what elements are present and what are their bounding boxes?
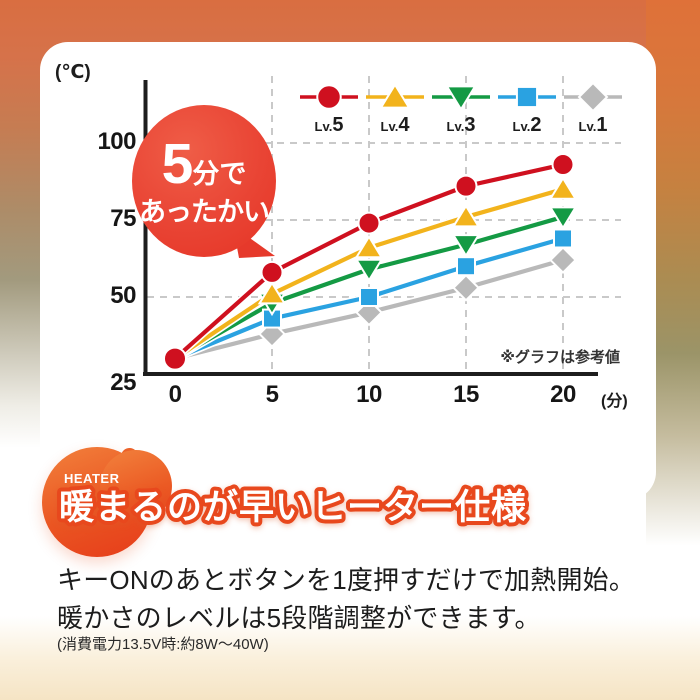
bubble-line-1: 5 分で <box>162 136 247 193</box>
square-marker <box>553 228 573 249</box>
diamond-marker <box>549 246 577 274</box>
circle-marker <box>316 84 342 110</box>
line-chart <box>143 76 621 376</box>
legend-marker-icon <box>564 83 622 113</box>
chart-legend: Lv. 5 Lv. 4 Lv. 3 Lv. 2 Lv. 1 <box>296 83 626 137</box>
diamond-marker <box>452 273 480 302</box>
x-tick-label-5: 5 <box>265 381 279 408</box>
y-tick-label-75: 75 <box>110 205 136 232</box>
triangle-down-marker <box>354 258 384 283</box>
x-tick-label-15: 15 <box>453 381 479 408</box>
body-text-line-2: 暖かさのレベルは5段階調整ができます。 <box>57 603 541 633</box>
triangle-down-marker <box>548 206 578 230</box>
square-marker <box>515 85 539 109</box>
legend-marker-icon <box>498 85 556 109</box>
legend-label: Lv. 2 <box>512 114 542 136</box>
triangle-up-marker <box>354 234 384 259</box>
section-heading: 暖まるのが早いヒーター仕様 <box>56 484 530 531</box>
triangle-up-marker <box>379 83 411 109</box>
chart-card <box>40 42 656 500</box>
legend-marker-icon <box>366 83 424 109</box>
section-heading-text: 暖まるのが早いヒーター仕様 <box>59 488 527 527</box>
circle-marker <box>551 153 575 177</box>
legend-label: Lv. 4 <box>380 114 410 136</box>
legend-marker-icon <box>432 85 490 112</box>
speech-bubble: 5 分で あったかい <box>132 105 276 257</box>
legend-item-Lv.2: Lv. 2 <box>494 83 560 137</box>
circle-marker <box>162 346 188 371</box>
heater-badge: HEATER <box>64 471 120 486</box>
heading-blob-small <box>100 450 172 522</box>
square-marker <box>456 256 476 277</box>
triangle-up-marker <box>548 176 578 200</box>
legend-label: Lv. 5 <box>314 114 344 136</box>
body-text-line-1: キーONのあとボタンを1度押すだけで加熱開始。 <box>57 565 636 595</box>
legend-label: Lv. 1 <box>578 114 608 136</box>
x-axis-unit-label: (分) <box>601 393 628 410</box>
x-tick-label-20: 20 <box>550 381 576 408</box>
power-consumption-note: (消費電力13.5V時:約8W〜40W) <box>57 636 269 653</box>
legend-item-Lv.5: Lv. 5 <box>296 83 362 137</box>
diamond-marker <box>577 83 609 113</box>
triangle-down-marker <box>445 85 477 112</box>
legend-item-Lv.4: Lv. 4 <box>362 83 428 137</box>
legend-item-Lv.3: Lv. 3 <box>428 83 494 137</box>
square-marker <box>359 287 379 307</box>
triangle-down-marker <box>451 234 481 258</box>
x-tick-label-0: 0 <box>168 381 182 408</box>
legend-marker-icon <box>300 84 358 110</box>
y-axis-unit-label: (℃) <box>55 62 91 83</box>
legend-item-Lv.1: Lv. 1 <box>560 83 626 137</box>
circle-marker <box>454 174 478 198</box>
x-tick-label-10: 10 <box>356 381 382 408</box>
triangle-up-marker <box>257 280 287 305</box>
bubble-line-2: あったかい <box>139 197 270 227</box>
circle-marker <box>357 211 381 235</box>
y-tick-label-100: 100 <box>97 128 136 155</box>
bubble-number: 5 <box>161 132 194 196</box>
y-tick-label-50: 50 <box>110 282 136 309</box>
triangle-up-marker <box>451 203 481 228</box>
chart-disclaimer: ※グラフは参考値 <box>500 349 620 366</box>
y-tick-label-25: 25 <box>110 369 136 396</box>
legend-label: Lv. 3 <box>446 114 476 136</box>
circle-marker <box>260 260 284 284</box>
bubble-unit-text: 分で <box>192 159 247 189</box>
